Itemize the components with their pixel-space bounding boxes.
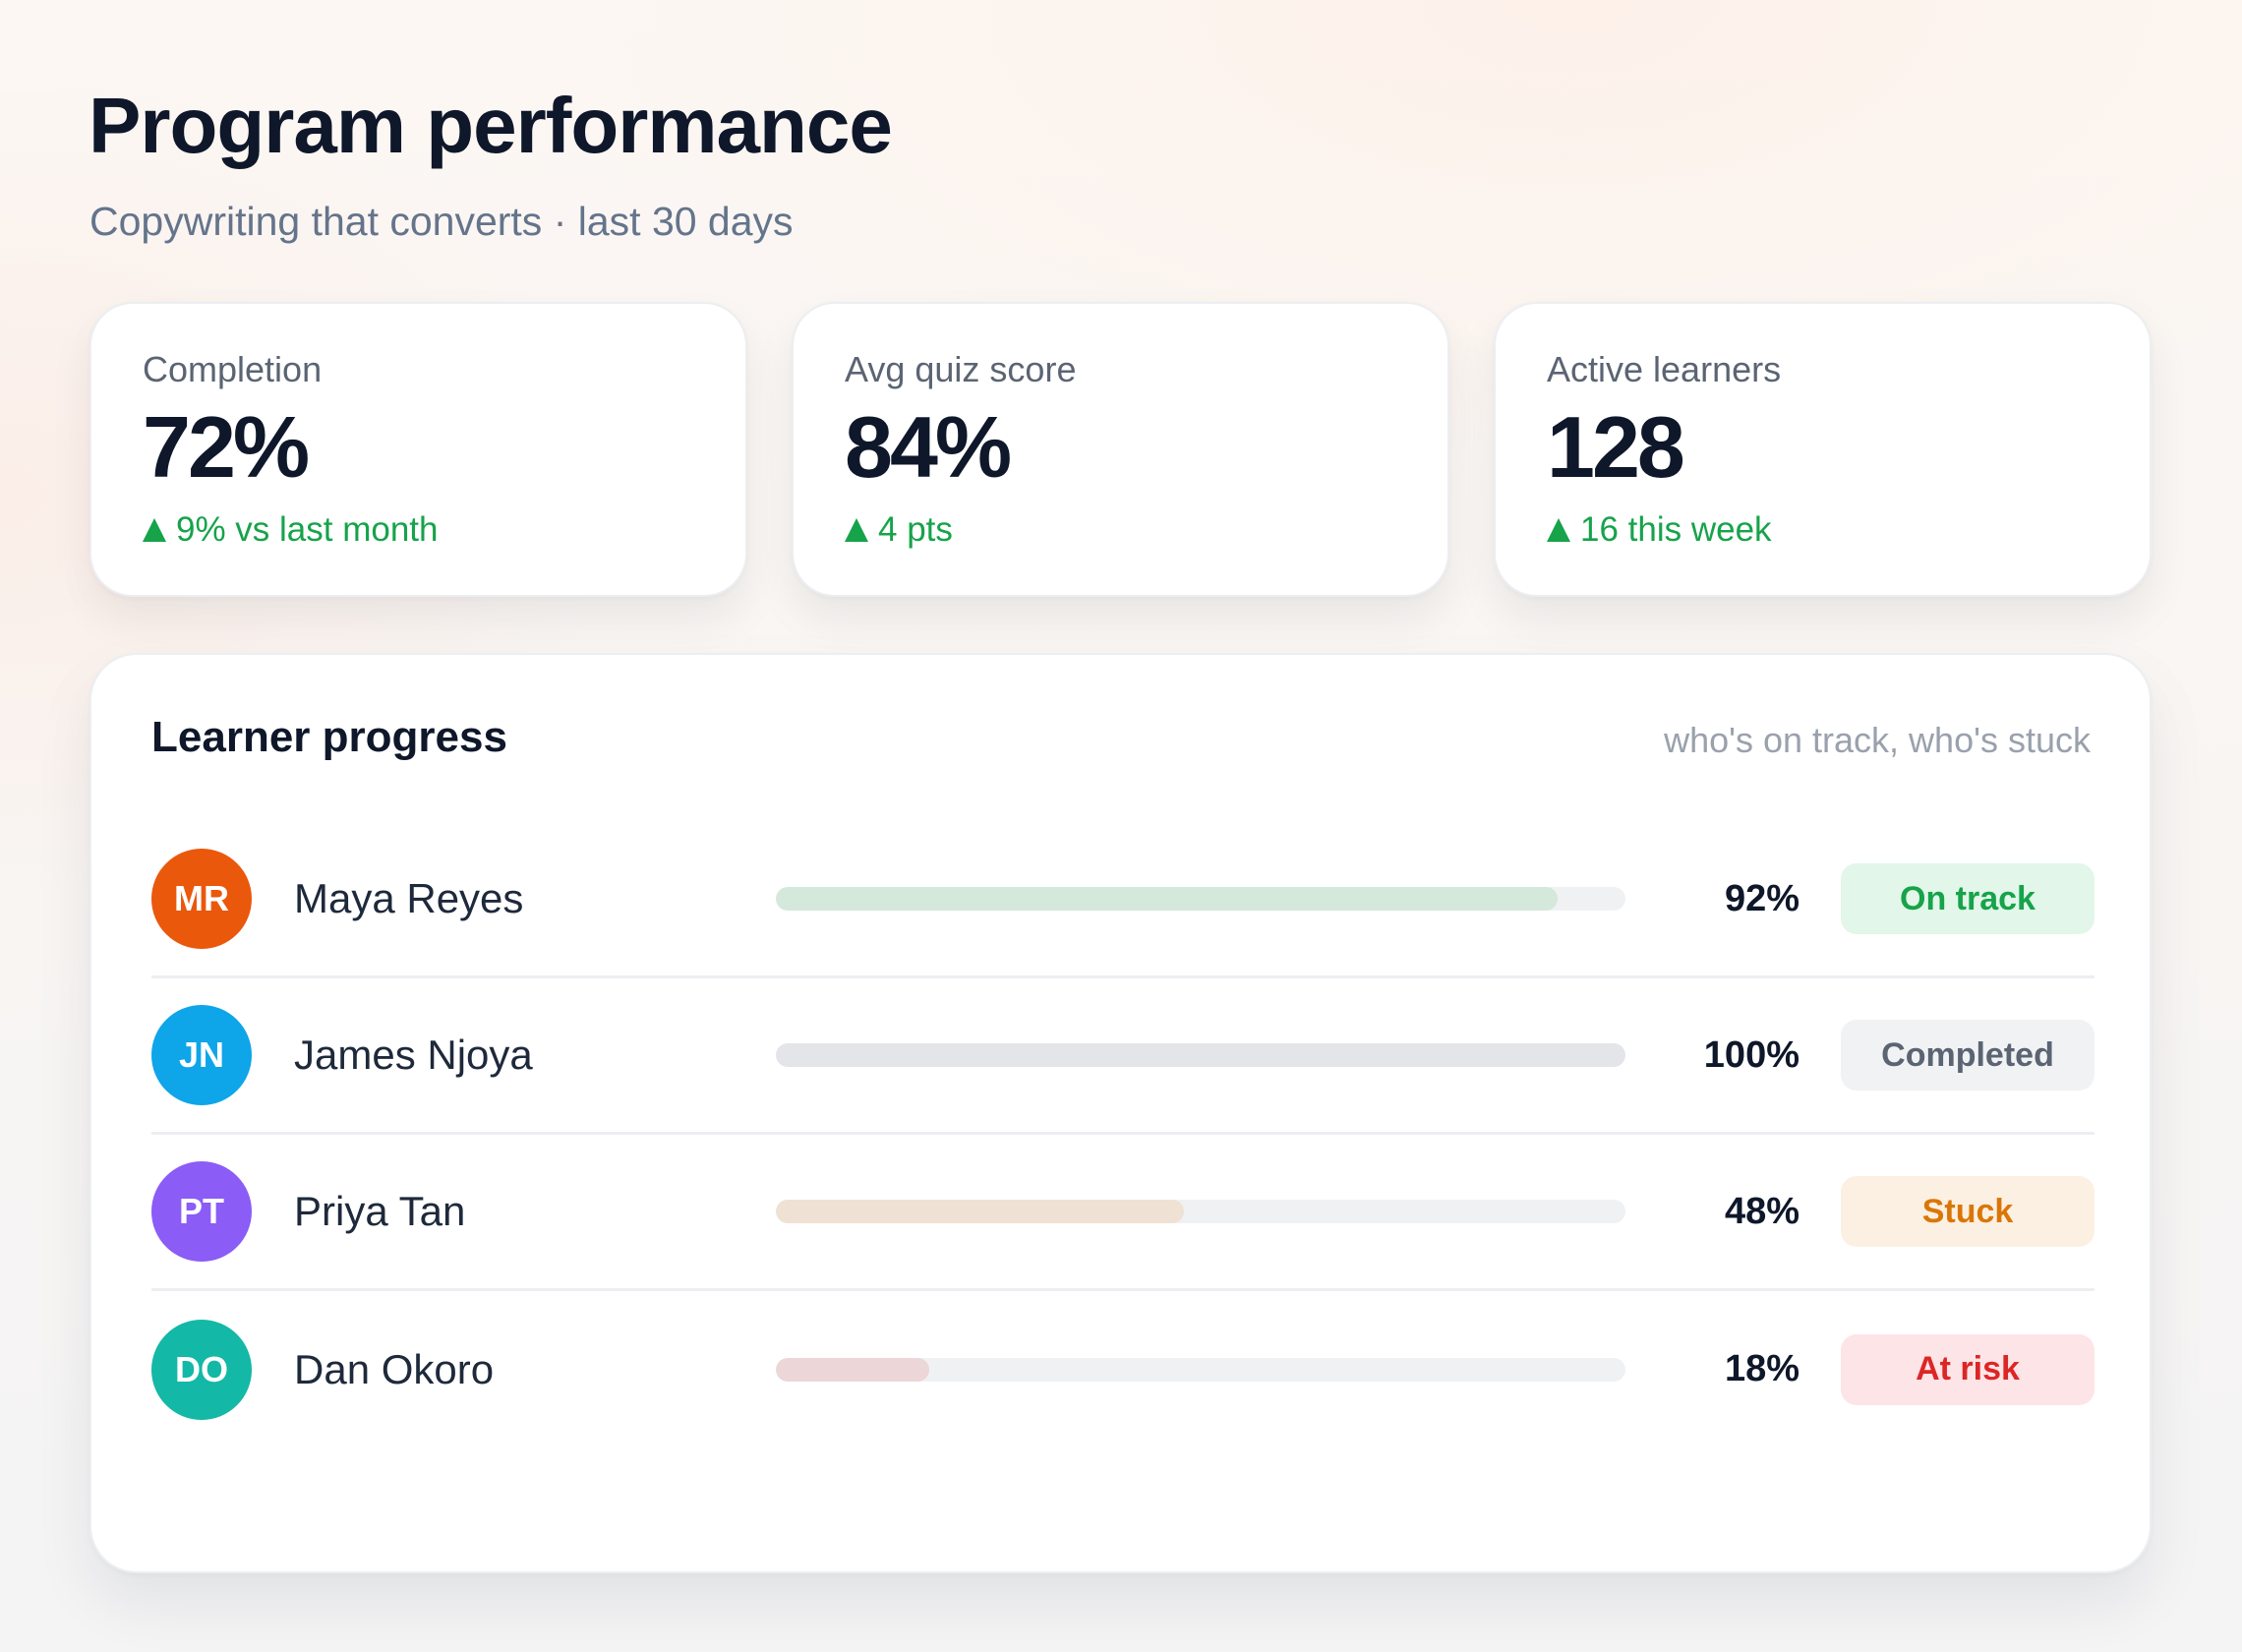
section-hint: who's on track, who's stuck	[1664, 720, 2091, 760]
stat-delta-text: 16 this week	[1580, 510, 1772, 549]
stat-value: 84%	[845, 398, 1012, 496]
stat-value: 128	[1547, 398, 1685, 496]
progress-bar	[776, 1043, 1625, 1067]
triangle-up-icon	[143, 518, 166, 542]
avatar: MR	[151, 849, 252, 949]
avatar: DO	[151, 1319, 252, 1420]
progress-bar	[776, 1200, 1625, 1223]
page-title: Program performance	[88, 82, 893, 169]
section-title: Learner progress	[151, 713, 507, 761]
progress-bar-fill	[776, 887, 1558, 911]
stats-row: Completion 72% 9% vs last month Avg quiz…	[89, 302, 2152, 597]
stat-card-active-learners: Active learners 128 16 this week	[1494, 302, 2152, 597]
status-badge: At risk	[1841, 1333, 2094, 1405]
triangle-up-icon	[1547, 518, 1570, 542]
status-badge: Completed	[1841, 1020, 2094, 1091]
progress-percent: 92%	[1724, 877, 1800, 919]
progress-percent: 100%	[1703, 1033, 1800, 1076]
progress-bar-fill	[776, 1043, 1625, 1067]
learner-progress-card: Learner progress who's on track, who's s…	[89, 653, 2152, 1573]
avatar: JN	[151, 1005, 252, 1105]
progress-bar	[776, 887, 1625, 911]
learner-list: MR Maya Reyes 92% On track JN James Njoy…	[151, 822, 2094, 1447]
learner-name: James Njoya	[294, 1032, 533, 1078]
learner-row[interactable]: PT Priya Tan 48% Stuck	[151, 1135, 2094, 1291]
stat-delta: 9% vs last month	[143, 510, 694, 550]
stat-value: 72%	[143, 398, 310, 496]
stat-delta: 4 pts	[845, 510, 1396, 550]
stat-card-avg-quiz-score: Avg quiz score 84% 4 pts	[792, 302, 1449, 597]
learner-row[interactable]: DO Dan Okoro 18% At risk	[151, 1291, 2094, 1447]
stat-delta: 16 this week	[1547, 510, 2098, 550]
status-badge: Stuck	[1841, 1176, 2094, 1247]
progress-bar-fill	[776, 1357, 929, 1382]
stat-card-completion: Completion 72% 9% vs last month	[89, 302, 747, 597]
progress-bar-fill	[776, 1200, 1184, 1223]
stat-label: Avg quiz score	[845, 349, 1077, 389]
learner-name: Dan Okoro	[294, 1345, 495, 1392]
avatar: PT	[151, 1161, 252, 1262]
stat-delta-text: 4 pts	[878, 510, 953, 549]
learner-name: Maya Reyes	[294, 875, 524, 921]
page-subtitle: Copywriting that converts · last 30 days	[89, 199, 794, 244]
progress-percent: 18%	[1724, 1348, 1800, 1389]
learner-row[interactable]: JN James Njoya 100% Completed	[151, 978, 2094, 1135]
stat-delta-text: 9% vs last month	[176, 510, 439, 549]
stat-label: Active learners	[1547, 349, 1782, 389]
learner-row[interactable]: MR Maya Reyes 92% On track	[151, 822, 2094, 978]
progress-percent: 48%	[1724, 1190, 1800, 1232]
status-badge: On track	[1841, 863, 2094, 934]
triangle-up-icon	[845, 518, 868, 542]
progress-bar	[776, 1357, 1625, 1382]
stat-label: Completion	[143, 349, 323, 389]
learner-name: Priya Tan	[294, 1188, 466, 1234]
